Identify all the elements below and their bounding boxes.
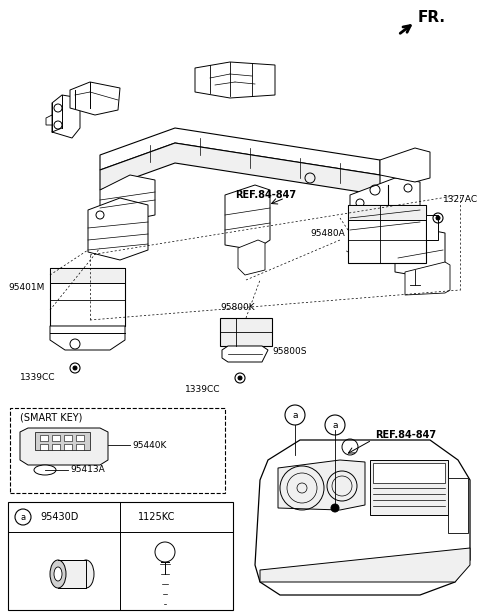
Polygon shape — [395, 230, 445, 278]
Bar — [50, 268, 125, 283]
Text: 95430D: 95430D — [40, 512, 78, 522]
Bar — [64, 435, 72, 441]
Text: 1125KC: 1125KC — [138, 512, 175, 522]
Text: 1327AC: 1327AC — [443, 195, 478, 204]
Text: a: a — [332, 420, 338, 430]
Polygon shape — [255, 440, 470, 595]
Bar — [448, 478, 468, 533]
Bar — [348, 205, 426, 263]
Polygon shape — [88, 198, 148, 260]
Polygon shape — [225, 185, 270, 250]
Bar — [373, 463, 445, 483]
Bar — [10, 408, 225, 493]
Polygon shape — [50, 326, 125, 350]
Polygon shape — [46, 115, 52, 125]
Text: (SMART KEY): (SMART KEY) — [20, 413, 83, 423]
Bar — [52, 444, 60, 450]
Bar — [348, 205, 426, 220]
Circle shape — [331, 504, 339, 512]
Ellipse shape — [54, 567, 62, 581]
Ellipse shape — [50, 560, 66, 588]
Text: 1339CC: 1339CC — [20, 373, 56, 382]
Polygon shape — [238, 240, 265, 275]
Polygon shape — [405, 262, 450, 295]
Bar — [50, 268, 125, 326]
Bar — [35, 432, 90, 450]
Polygon shape — [260, 548, 470, 582]
Circle shape — [73, 366, 77, 370]
Bar — [64, 444, 72, 450]
Bar — [40, 435, 48, 441]
Text: 95413A: 95413A — [70, 466, 105, 474]
Text: 95440K: 95440K — [132, 441, 167, 449]
Bar — [76, 444, 84, 450]
Polygon shape — [70, 82, 120, 115]
Bar — [220, 318, 272, 346]
Text: 1339CC: 1339CC — [185, 386, 220, 395]
Text: a: a — [21, 512, 25, 521]
Circle shape — [238, 376, 242, 380]
Text: FR.: FR. — [418, 10, 446, 26]
Text: 95800S: 95800S — [272, 348, 307, 357]
Bar — [8, 502, 233, 610]
Ellipse shape — [34, 465, 56, 475]
Bar — [52, 435, 60, 441]
Text: 95800K: 95800K — [220, 304, 254, 313]
Polygon shape — [278, 460, 365, 510]
Polygon shape — [100, 128, 380, 175]
Polygon shape — [52, 95, 80, 138]
Polygon shape — [100, 143, 380, 195]
Bar — [58, 560, 86, 588]
Bar — [76, 435, 84, 441]
Bar — [40, 444, 48, 450]
Bar — [370, 460, 448, 515]
Bar — [426, 215, 438, 240]
Text: 95401M: 95401M — [8, 283, 44, 293]
Ellipse shape — [78, 560, 94, 588]
Polygon shape — [380, 148, 430, 182]
Text: REF.84-847: REF.84-847 — [235, 190, 296, 200]
Text: 95480A: 95480A — [310, 228, 345, 237]
Polygon shape — [222, 346, 268, 362]
Circle shape — [436, 216, 440, 220]
Polygon shape — [350, 178, 420, 255]
Polygon shape — [100, 175, 155, 220]
Polygon shape — [20, 428, 108, 465]
Polygon shape — [195, 62, 275, 98]
Text: REF.84-847: REF.84-847 — [375, 430, 436, 440]
Text: a: a — [292, 411, 298, 419]
